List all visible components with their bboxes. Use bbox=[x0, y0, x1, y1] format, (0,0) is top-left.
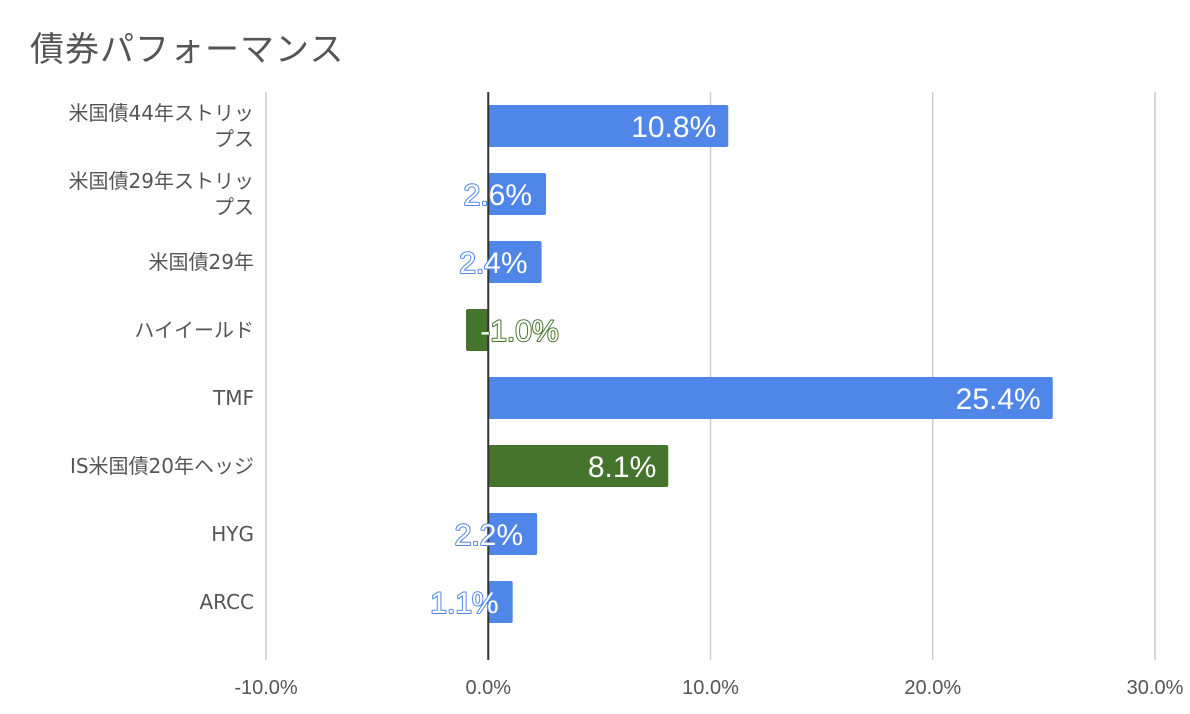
category-label: 米国債29年ストリッ bbox=[69, 169, 254, 193]
category-label: 米国債44年ストリッ bbox=[69, 101, 254, 125]
data-label: 1.1% bbox=[430, 587, 498, 620]
x-tick-label: 10.0% bbox=[682, 677, 739, 699]
chart-title: 債券パフォーマンス bbox=[30, 30, 345, 70]
gridlines bbox=[265, 92, 1156, 660]
category-label: ハイイールド bbox=[134, 318, 254, 342]
data-labels: 10.8% 2.6% 2.4% -1.0% 25.4% 8.1% 2.2% 1.1% bbox=[429, 111, 1041, 621]
category-label: 米国債29年 bbox=[149, 250, 254, 274]
category-label: TMF bbox=[212, 386, 254, 410]
bars bbox=[466, 105, 1053, 623]
x-tick-label: 20.0% bbox=[904, 677, 961, 699]
category-label: HYG bbox=[211, 522, 254, 546]
bar bbox=[488, 173, 547, 215]
bar bbox=[488, 581, 513, 623]
data-label: 2.4% bbox=[459, 247, 527, 280]
category-label: IS米国債20年ヘッジ bbox=[70, 454, 254, 478]
x-tick-label: 0.0% bbox=[465, 677, 511, 699]
category-label: プス bbox=[214, 127, 254, 151]
category-labels: 米国債44年ストリップス米国債29年ストリップス米国債29年ハイイールドTMFI… bbox=[69, 101, 254, 614]
data-label: 2.6% bbox=[464, 179, 532, 212]
x-tick-label: -10.0% bbox=[234, 677, 298, 699]
x-axis-tick-labels: -10.0% 0.0% 10.0% 20.0% 30.0% bbox=[234, 677, 1183, 699]
bar bbox=[466, 309, 489, 351]
bar bbox=[488, 377, 1053, 419]
x-tick-label: 30.0% bbox=[1127, 677, 1184, 699]
data-label: 2.2% bbox=[455, 519, 523, 552]
category-label: ARCC bbox=[199, 590, 254, 614]
bar bbox=[488, 513, 538, 555]
bar bbox=[488, 445, 669, 487]
data-label: 10.8% bbox=[631, 111, 716, 144]
data-label: 25.4% bbox=[956, 383, 1041, 416]
category-label: プス bbox=[214, 195, 254, 219]
bar bbox=[488, 241, 542, 283]
data-label: -1.0% bbox=[480, 315, 558, 348]
data-label: 8.1% bbox=[588, 451, 656, 484]
bar bbox=[488, 105, 729, 147]
